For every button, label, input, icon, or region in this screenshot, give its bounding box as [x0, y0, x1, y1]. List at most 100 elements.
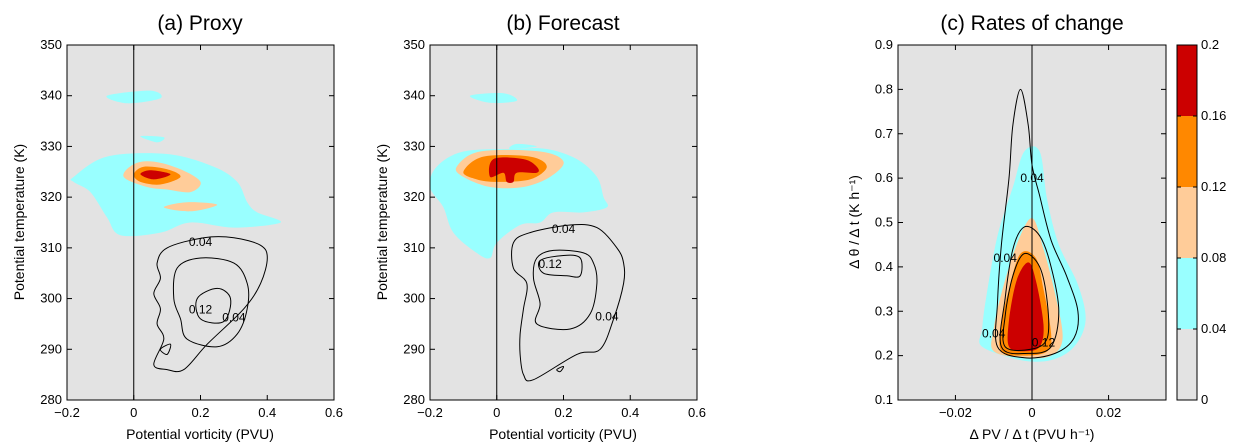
filled-region-level-2: [163, 202, 218, 212]
y-ticks: 280 290 300 310 320 330 340 350: [40, 37, 334, 407]
panel-forecast: (b) Forecast 0.04 0.04 0.12 −0.2 0 0.2 0.4 0.6…: [374, 12, 706, 442]
panel-rates-of-change: (c) Rates of change 0.04 0.04 0.04 0.12 −0.…: [846, 12, 1167, 442]
y-tick-label: 0.6: [875, 170, 893, 185]
contour-label: 0.12: [189, 303, 213, 317]
panel-title: (b) Forecast: [506, 12, 619, 35]
panel-title: (a) Proxy: [157, 12, 243, 35]
x-tick-label: 0.2: [554, 405, 572, 420]
contour-lines: [511, 223, 626, 382]
contour-line: [511, 223, 626, 382]
colorbar: 0 0.04 0.08 0.12 0.16 0.2: [1176, 37, 1226, 407]
y-tick-label: 310: [40, 240, 62, 255]
x-tick-label: 0.6: [688, 405, 706, 420]
contour-label: 0.04: [982, 326, 1006, 340]
panel-title: (c) Rates of change: [940, 12, 1123, 35]
panel-proxy: (a) Proxy 0.04 0.04 0.12 −0.2 0 0.2 0.4 0.6 28…: [11, 12, 343, 442]
y-tick-label: 280: [40, 392, 62, 407]
x-ticks: −0.2 0 0.2 0.4 0.6: [417, 45, 706, 420]
contour-line: [999, 225, 1060, 355]
y-tick-label: 0.1: [875, 392, 893, 407]
y-tick-label: 0.2: [875, 348, 893, 363]
y-axis-label: Potential temperature (K): [11, 144, 27, 300]
colorbar-tick-label: 0.08: [1201, 250, 1226, 265]
contour-lines: [153, 236, 268, 373]
x-axis-label: Δ PV / Δ t (PVU h⁻¹): [970, 426, 1095, 442]
contour-label: 0.04: [1020, 171, 1044, 185]
y-ticks: 0.1 0.2 0.3 0.4 0.5 0.6 0.7 0.8 0.9: [875, 37, 1166, 407]
contour-line: [994, 88, 1079, 359]
colorbar-band: [1177, 45, 1197, 116]
colorbar-tick-label: 0: [1201, 392, 1208, 407]
y-tick-label: 0.5: [875, 215, 893, 230]
contour-labels: 0.04 0.04 0.12: [538, 222, 618, 323]
y-tick-label: 320: [40, 189, 62, 204]
contour-line: [538, 254, 583, 278]
x-tick-label: 0.2: [191, 405, 209, 420]
x-tick-label: 0: [130, 405, 137, 420]
y-tick-label: 0.9: [875, 37, 893, 52]
x-axis-label: Potential vorticity (PVU): [126, 426, 274, 442]
contour-lines: [994, 88, 1079, 359]
contour-label: 0.04: [595, 309, 619, 323]
colorbar-band: [1177, 116, 1197, 187]
y-tick-label: 290: [403, 341, 425, 356]
y-tick-label: 300: [403, 291, 425, 306]
x-tick-label: −0.2: [54, 405, 80, 420]
colorbar-tick-label: 0.2: [1201, 37, 1219, 52]
colorbar-band: [1177, 329, 1197, 400]
contour-labels: 0.04 0.04 0.12: [189, 235, 246, 325]
contour-label: 0.12: [538, 257, 562, 271]
colorbar-tick-label: 0.16: [1201, 108, 1226, 123]
filled-region-level-4: [1007, 262, 1044, 352]
y-tick-label: 290: [40, 341, 62, 356]
filled-region-level-1: [509, 143, 537, 150]
y-tick-label: 0.8: [875, 81, 893, 96]
colorbar-band: [1177, 258, 1197, 329]
y-tick-label: 350: [40, 37, 62, 52]
y-tick-label: 0.4: [875, 259, 893, 274]
x-tick-label: 0.02: [1096, 405, 1121, 420]
filled-contours: [70, 90, 282, 237]
x-tick-label: −0.02: [939, 405, 972, 420]
y-tick-label: 330: [40, 138, 62, 153]
contour-label: 0.04: [552, 222, 576, 236]
filled-region-level-1: [70, 153, 282, 237]
x-axis-label: Potential vorticity (PVU): [489, 426, 637, 442]
contour-label: 0.04: [189, 235, 213, 249]
contour-line: [1002, 252, 1050, 351]
contour-line: [532, 249, 598, 331]
y-tick-label: 340: [403, 88, 425, 103]
contour-line: [195, 287, 232, 324]
contour-line: [159, 343, 172, 355]
colorbar-tick-label: 0.12: [1201, 179, 1226, 194]
colorbar-bands: [1177, 45, 1197, 400]
y-axis-label: Δ θ / Δ t (K h⁻¹): [846, 175, 862, 269]
contour-label: 0.12: [1032, 335, 1056, 349]
x-tick-label: 0.6: [325, 405, 343, 420]
contour-labels: 0.04 0.04 0.04 0.12: [982, 171, 1055, 349]
y-ticks: 280 290 300 310 320 330 340 350: [403, 37, 697, 407]
colorbar-tick-label: 0.04: [1201, 321, 1226, 336]
y-tick-label: 350: [403, 37, 425, 52]
y-tick-label: 330: [403, 138, 425, 153]
y-tick-label: 310: [403, 240, 425, 255]
filled-contours: [430, 92, 608, 259]
contour-line: [153, 236, 268, 373]
contour-label: 0.04: [222, 310, 246, 324]
x-tick-label: 0: [493, 405, 500, 420]
filled-region-level-4: [488, 157, 539, 184]
filled-region-level-1: [469, 92, 518, 104]
contour-line: [172, 257, 250, 348]
filled-region-level-4: [140, 170, 171, 180]
y-tick-label: 300: [40, 291, 62, 306]
x-ticks: −0.02 0 0.02: [939, 45, 1121, 420]
y-tick-label: 0.7: [875, 126, 893, 141]
y-tick-label: 0.3: [875, 303, 893, 318]
contour-line: [556, 365, 565, 373]
contour-label: 0.04: [994, 251, 1018, 265]
x-ticks: −0.2 0 0.2 0.4 0.6: [54, 45, 343, 420]
y-tick-label: 280: [403, 392, 425, 407]
y-axis-label: Potential temperature (K): [374, 144, 390, 300]
colorbar-frame: [1176, 44, 1198, 401]
